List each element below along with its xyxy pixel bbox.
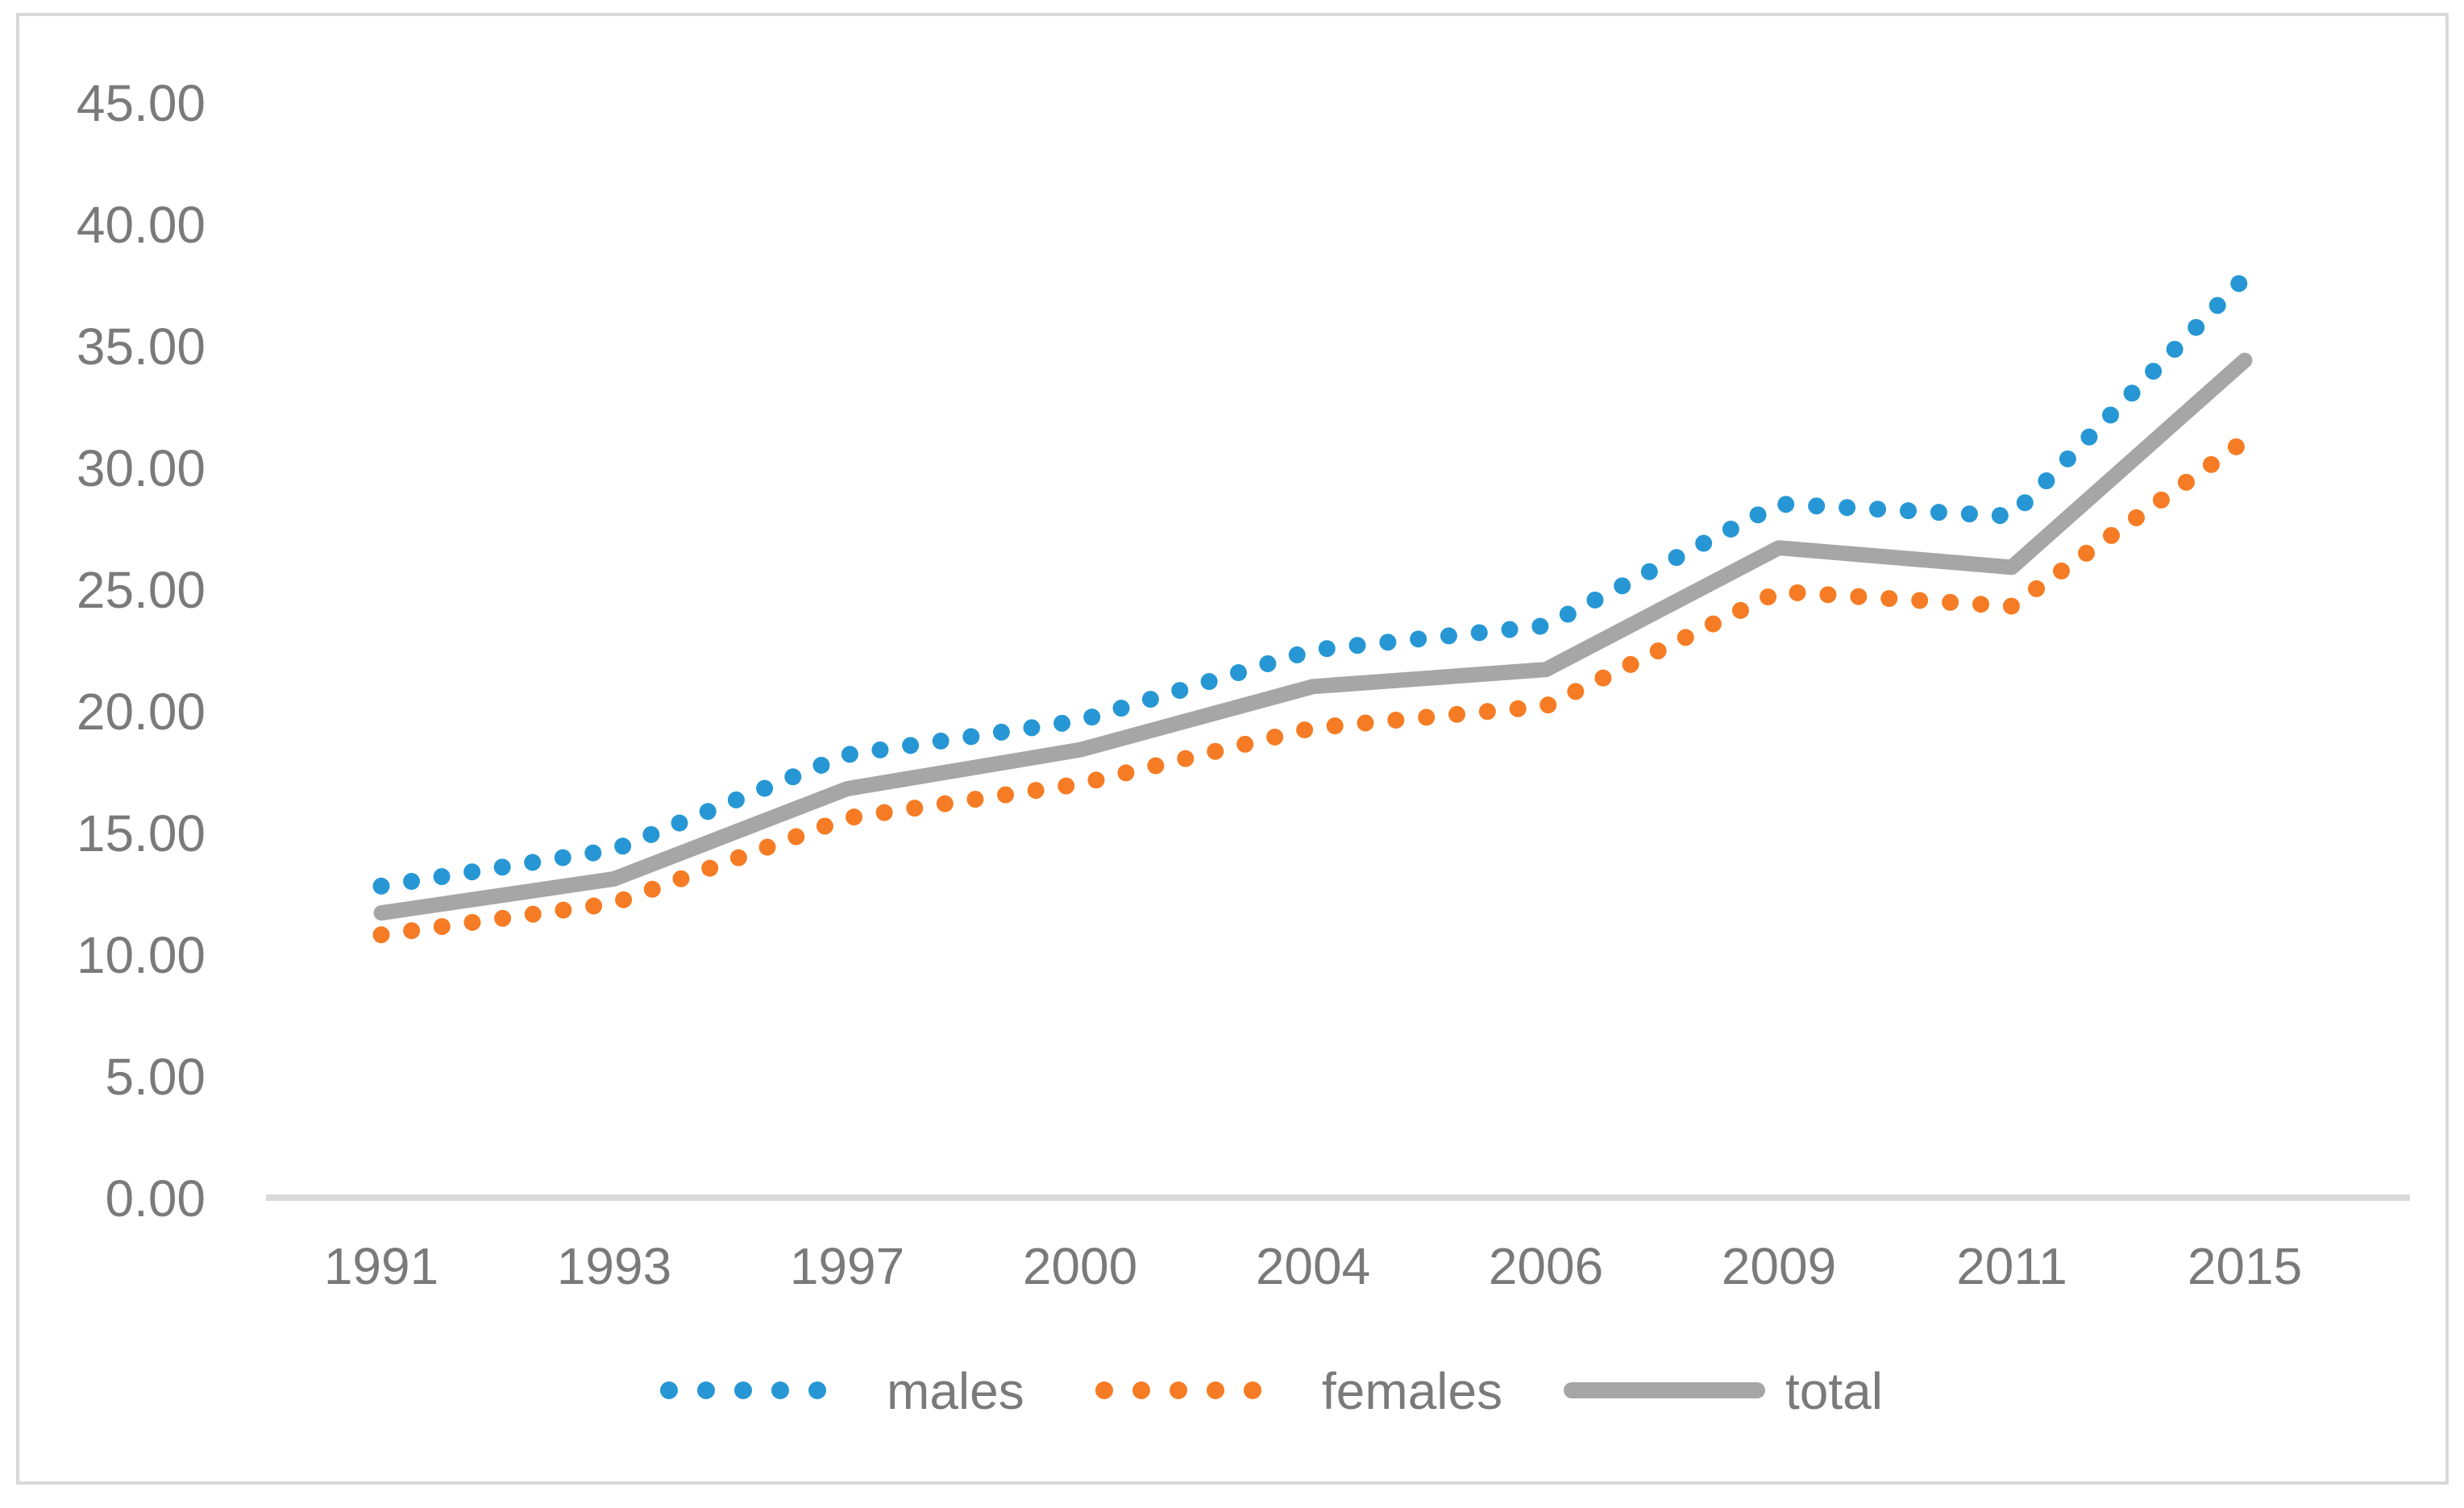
y-tick-label: 25.00 [77, 561, 206, 619]
y-tick-label: 40.00 [77, 196, 206, 254]
y-tick-label: 20.00 [77, 683, 206, 741]
x-tick-label: 2004 [1256, 1237, 1370, 1295]
x-tick-label: 2009 [1722, 1237, 1836, 1295]
series-total-line [373, 352, 2253, 921]
y-axis-labels: 0.00 5.00 10.00 15.00 20.00 25.00 30.00 35.00 40… [77, 74, 206, 1228]
chart-border [16, 13, 2449, 1485]
series-lines [372, 268, 2254, 944]
x-tick-label: 1997 [790, 1237, 904, 1295]
x-axis-labels: 1991 1993 1997 2000 2004 2006 2009 2011 2015 [324, 1237, 2302, 1295]
x-tick-label: 2000 [1023, 1237, 1137, 1295]
y-tick-label: 30.00 [77, 439, 206, 497]
legend: males females total [660, 1362, 1883, 1420]
y-tick-label: 15.00 [77, 804, 206, 862]
x-tick-label: 2006 [1489, 1237, 1603, 1295]
y-tick-label: 45.00 [77, 74, 206, 132]
y-tick-label: 5.00 [105, 1048, 206, 1106]
legend-label-total: total [1785, 1362, 1883, 1420]
x-tick-label: 1993 [557, 1237, 671, 1295]
y-tick-label: 0.00 [105, 1169, 206, 1228]
x-tick-label: 2011 [1956, 1237, 2067, 1295]
y-tick-label: 10.00 [77, 926, 206, 984]
y-tick-label: 35.00 [77, 318, 206, 376]
series-males-line [372, 268, 2254, 895]
legend-label-males: males [887, 1362, 1024, 1420]
x-tick-label: 2015 [2188, 1237, 2302, 1295]
x-tick-label: 1991 [324, 1237, 438, 1295]
legend-label-females: females [1322, 1362, 1502, 1420]
x-axis-line [266, 1194, 2410, 1201]
